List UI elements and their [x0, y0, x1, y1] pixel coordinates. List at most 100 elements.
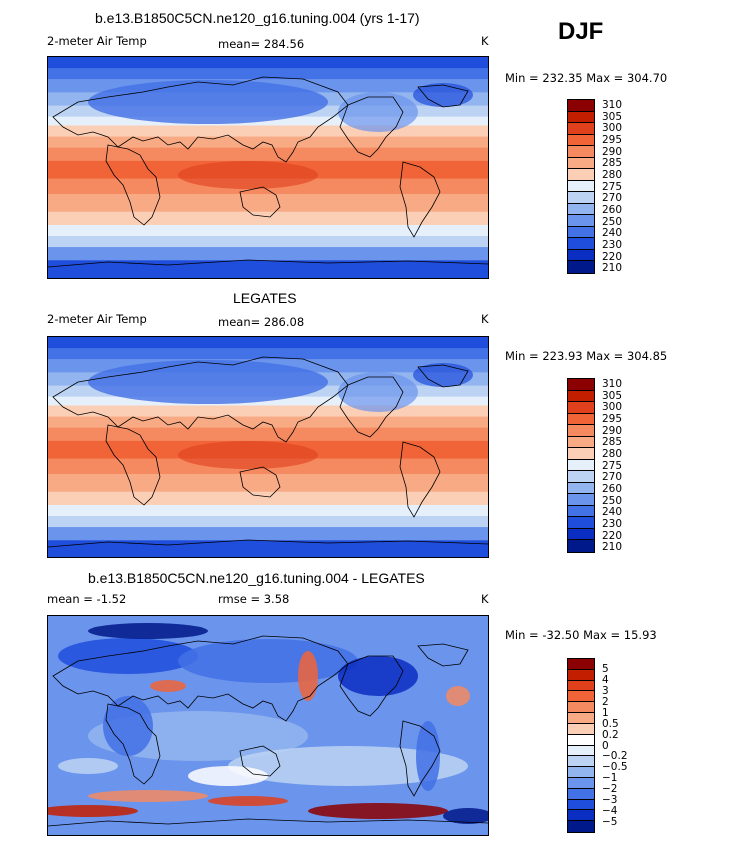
diff-region: [228, 746, 468, 786]
warm-region: [178, 161, 318, 189]
diff-region: [88, 623, 208, 639]
colorbar-tick-label: 210: [602, 541, 623, 554]
coastline: [239, 186, 281, 218]
temperature-band: [48, 348, 488, 360]
panel1-mean: mean= 284.56: [218, 37, 305, 51]
panel3-minmax: Min = -32.50 Max = 15.93: [505, 628, 657, 642]
diff-region: [188, 766, 268, 786]
coastline: [417, 364, 469, 388]
coastline: [48, 818, 488, 827]
colorbar-tick-label: 1: [602, 706, 609, 719]
colorbar-swatch: [568, 134, 594, 147]
temperature-band: [48, 116, 488, 127]
diff-region: [298, 651, 318, 701]
panel3-rmse: rmse = 3.58: [218, 592, 290, 606]
colorbar-tick-label: 285: [602, 436, 623, 449]
colorbar-swatch: [568, 226, 594, 239]
panel2-mean: mean= 286.08: [218, 315, 305, 329]
colorbar-swatch: [568, 821, 594, 832]
colorbar-tick-label: −0.2: [602, 750, 628, 763]
colorbar-swatch: [568, 436, 594, 449]
colorbar-tick-label: 4: [602, 673, 609, 686]
colorbar-swatch: [568, 390, 594, 403]
colorbar-swatch: [568, 261, 594, 273]
temperature-band: [48, 57, 488, 69]
colorbar-swatch: [568, 448, 594, 460]
colorbar-swatch: [568, 788, 594, 800]
panel1-map: [47, 56, 489, 279]
colorbar-tick-label: 270: [602, 192, 623, 205]
coastline: [48, 259, 488, 268]
colorbar-tick-label: −5: [602, 816, 618, 829]
colorbar-tick-label: −4: [602, 805, 618, 818]
coastline: [339, 376, 404, 438]
diff-region: [58, 758, 118, 774]
panel3-title: b.e13.B1850C5CN.ne120_g16.tuning.004 - L…: [88, 570, 425, 586]
cold-region: [88, 360, 328, 404]
colorbar-swatch: [568, 777, 594, 789]
colorbar-tick-label: 210: [602, 262, 623, 275]
colorbar-tick-label: 2: [602, 695, 609, 708]
colorbar-swatch: [568, 157, 594, 170]
diff-region: [446, 686, 470, 706]
diff-region: [48, 805, 138, 817]
colorbar-swatch: [568, 745, 594, 757]
panel3-mean: mean = -1.52: [47, 592, 127, 606]
map-plot: [48, 616, 488, 835]
temperature-band: [48, 211, 488, 226]
coastline: [239, 745, 281, 777]
temperature-band: [48, 516, 488, 528]
colorbar-tick-label: 220: [602, 529, 623, 542]
colorbar-tick-label: 3: [602, 684, 609, 697]
temperature-band: [48, 260, 488, 278]
temperature-band: [48, 405, 488, 418]
colorbar-swatch: [568, 459, 594, 472]
colorbar-tick-label: 240: [602, 227, 623, 240]
coastline: [52, 635, 349, 722]
colorbar-swatch: [568, 482, 594, 495]
colorbar-swatch: [568, 123, 594, 135]
temperature-band: [48, 194, 488, 213]
colorbar-swatch: [568, 215, 594, 227]
temperature-band: [48, 125, 488, 138]
coastline: [399, 161, 441, 238]
panel1-title: b.e13.B1850C5CN.ne120_g16.tuning.004 (yr…: [95, 10, 420, 26]
coastline: [417, 84, 469, 108]
coastline: [239, 466, 281, 498]
panel2-minmax: Min = 223.93 Max = 304.85: [505, 349, 668, 363]
colorbar-tick-label: 220: [602, 250, 623, 263]
colorbar-tick-label: 270: [602, 471, 623, 484]
panel2-colorbar: [567, 378, 595, 553]
panel3-colorbar: [567, 658, 595, 833]
colorbar-tick-label: −1: [602, 772, 618, 785]
colorbar-swatch: [568, 702, 594, 714]
panel2-units: K: [481, 312, 489, 326]
warm-region: [178, 441, 318, 469]
colorbar-swatch: [568, 691, 594, 703]
colorbar-swatch: [568, 192, 594, 204]
colorbar-tick-label: −3: [602, 794, 618, 807]
colorbar-tick-label: 240: [602, 506, 623, 519]
diff-region: [178, 639, 358, 683]
coastline: [105, 144, 161, 226]
map-plot: [48, 57, 488, 278]
coastline: [105, 424, 161, 506]
colorbar-swatch: [568, 425, 594, 437]
coastline: [399, 441, 441, 518]
colorbar-tick-label: 280: [602, 168, 623, 181]
colorbar-tick-label: −0.5: [602, 761, 628, 774]
diff-region: [308, 803, 448, 819]
panel3-map: [47, 615, 489, 836]
colorbar-swatch: [568, 680, 594, 692]
colorbar-tick-label: −2: [602, 783, 618, 796]
colorbar-swatch: [568, 767, 594, 778]
panel2-map: [47, 336, 489, 558]
colorbar-swatch: [568, 540, 594, 552]
panel3-units: K: [481, 592, 489, 606]
colorbar-tick-label: 230: [602, 238, 623, 251]
diff-region: [443, 808, 488, 824]
temperature-band: [48, 236, 488, 248]
colorbar-tick-label: 0.2: [602, 728, 619, 741]
diff-region: [338, 656, 418, 696]
coastline: [417, 643, 469, 667]
